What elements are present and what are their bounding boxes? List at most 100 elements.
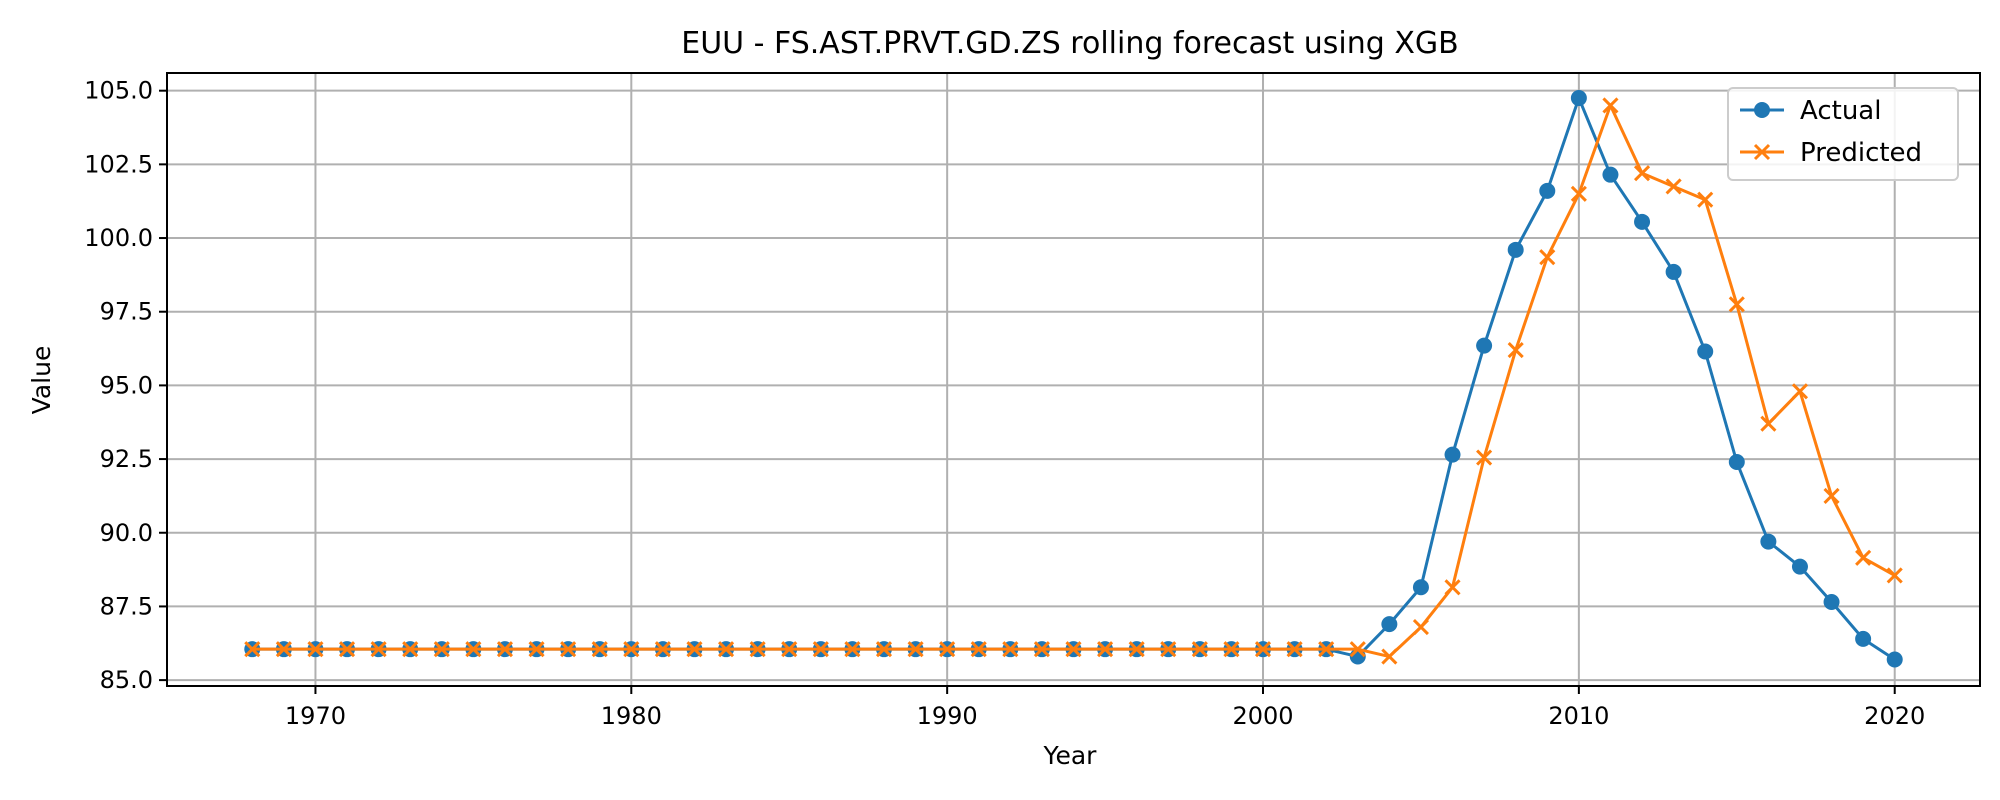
y-axis: 85.0 87.5 90.0 92.5 95.0 97.5 100.0 102.5 105.0	[84, 77, 167, 694]
data-point-predicted	[654, 641, 671, 658]
data-point-predicted	[1381, 648, 1398, 665]
data-point-actual	[1791, 558, 1808, 575]
data-point-predicted	[1254, 641, 1272, 658]
data-point-predicted	[1886, 567, 1903, 584]
data-point-predicted	[591, 641, 608, 658]
y-tick-label: 100.0	[84, 224, 153, 252]
data-point-predicted	[970, 641, 987, 658]
data-point-predicted	[749, 641, 766, 658]
y-tick-label: 87.5	[100, 592, 153, 620]
y-tick-label: 85.0	[100, 666, 153, 694]
y-tick-label: 97.5	[100, 298, 153, 326]
data-point-predicted	[686, 641, 703, 658]
data-point-predicted	[1570, 185, 1587, 202]
x-tick-label: 1970	[285, 702, 346, 730]
data-point-predicted	[1160, 641, 1177, 658]
data-point-actual	[1665, 263, 1682, 280]
data-point-actual	[1855, 630, 1872, 647]
data-point-predicted	[1823, 487, 1840, 504]
data-point-actual	[1697, 343, 1714, 360]
series-line-actual	[252, 96, 1896, 661]
data-point-actual	[1444, 446, 1461, 463]
data-point-predicted	[718, 641, 735, 658]
legend-marker-actual	[1754, 102, 1770, 118]
x-tick-label: 2000	[1232, 702, 1293, 730]
data-point-actual	[1634, 213, 1651, 230]
data-point-predicted	[1002, 641, 1019, 658]
data-point-predicted	[1476, 449, 1493, 466]
data-point-predicted	[907, 641, 924, 658]
y-tick-label: 105.0	[84, 77, 153, 105]
legend-label-predicted: Predicted	[1800, 138, 1922, 168]
data-point-predicted	[1065, 641, 1082, 658]
legend-label-actual: Actual	[1800, 96, 1881, 126]
data-point-predicted	[307, 641, 324, 658]
data-point-actual	[1728, 454, 1745, 471]
data-point-actual	[1886, 651, 1903, 668]
chart-title: EUU - FS.AST.PRVT.GD.ZS rolling forecast…	[681, 26, 1459, 61]
series-predicted	[244, 97, 1903, 665]
y-tick-label: 90.0	[100, 519, 153, 547]
x-axis-label: Year	[1043, 741, 1098, 770]
x-axis: 1970 1980 1990 2000 2010 2020	[285, 686, 1925, 730]
data-point-predicted	[812, 641, 829, 658]
data-point-predicted	[1697, 191, 1714, 208]
data-point-actual	[1381, 616, 1398, 633]
x-tick-label: 1990	[917, 702, 978, 730]
data-point-predicted	[1855, 549, 1872, 566]
y-tick-label: 95.0	[100, 371, 153, 399]
data-point-predicted	[528, 641, 545, 658]
data-point-predicted	[1223, 641, 1240, 658]
data-point-predicted	[244, 641, 261, 658]
data-point-predicted	[370, 641, 387, 658]
data-point-predicted	[623, 641, 640, 658]
data-point-predicted	[402, 641, 419, 658]
data-point-predicted	[1349, 641, 1366, 658]
data-point-actual	[1570, 90, 1587, 107]
y-tick-label: 102.5	[84, 150, 153, 178]
data-point-predicted	[275, 641, 292, 658]
data-point-predicted	[1665, 178, 1682, 195]
data-point-predicted	[1633, 165, 1651, 182]
data-point-predicted	[1286, 641, 1303, 658]
data-point-actual	[1507, 241, 1524, 258]
data-point-predicted	[1318, 641, 1335, 658]
series-line-predicted	[252, 103, 1896, 659]
data-point-predicted	[465, 641, 482, 658]
data-point-actual	[1412, 579, 1429, 596]
data-point-predicted	[1507, 341, 1524, 359]
data-point-predicted	[560, 641, 577, 658]
data-point-predicted	[781, 641, 798, 658]
data-point-predicted	[1191, 641, 1208, 658]
data-point-predicted	[939, 641, 956, 658]
data-point-predicted	[1097, 641, 1114, 658]
data-point-actual	[1823, 594, 1840, 611]
data-point-predicted	[1128, 641, 1145, 658]
series-layer	[244, 90, 1903, 668]
legend: Actual Predicted	[1727, 87, 1959, 181]
data-point-actual	[1602, 166, 1619, 183]
data-point-predicted	[1539, 249, 1556, 266]
data-point-predicted	[1602, 97, 1619, 114]
data-point-predicted	[1412, 618, 1430, 636]
data-point-predicted	[875, 641, 893, 658]
data-point-predicted	[844, 641, 861, 658]
grid	[167, 73, 1980, 686]
data-point-actual	[1760, 533, 1777, 550]
x-tick-label: 1980	[601, 702, 662, 730]
legend-box	[1727, 87, 1959, 181]
legend-marker-predicted	[1753, 143, 1771, 161]
data-point-predicted	[1033, 641, 1050, 658]
x-tick-label: 2010	[1548, 702, 1609, 730]
data-point-predicted	[338, 641, 356, 658]
data-point-predicted	[496, 641, 514, 658]
data-point-predicted	[1728, 296, 1745, 313]
data-point-actual	[1539, 182, 1556, 199]
data-point-predicted	[433, 641, 450, 658]
y-tick-label: 92.5	[100, 445, 153, 473]
plot-frame	[166, 72, 1981, 687]
y-axis-label: Value	[27, 346, 56, 415]
data-point-predicted	[1760, 415, 1777, 432]
